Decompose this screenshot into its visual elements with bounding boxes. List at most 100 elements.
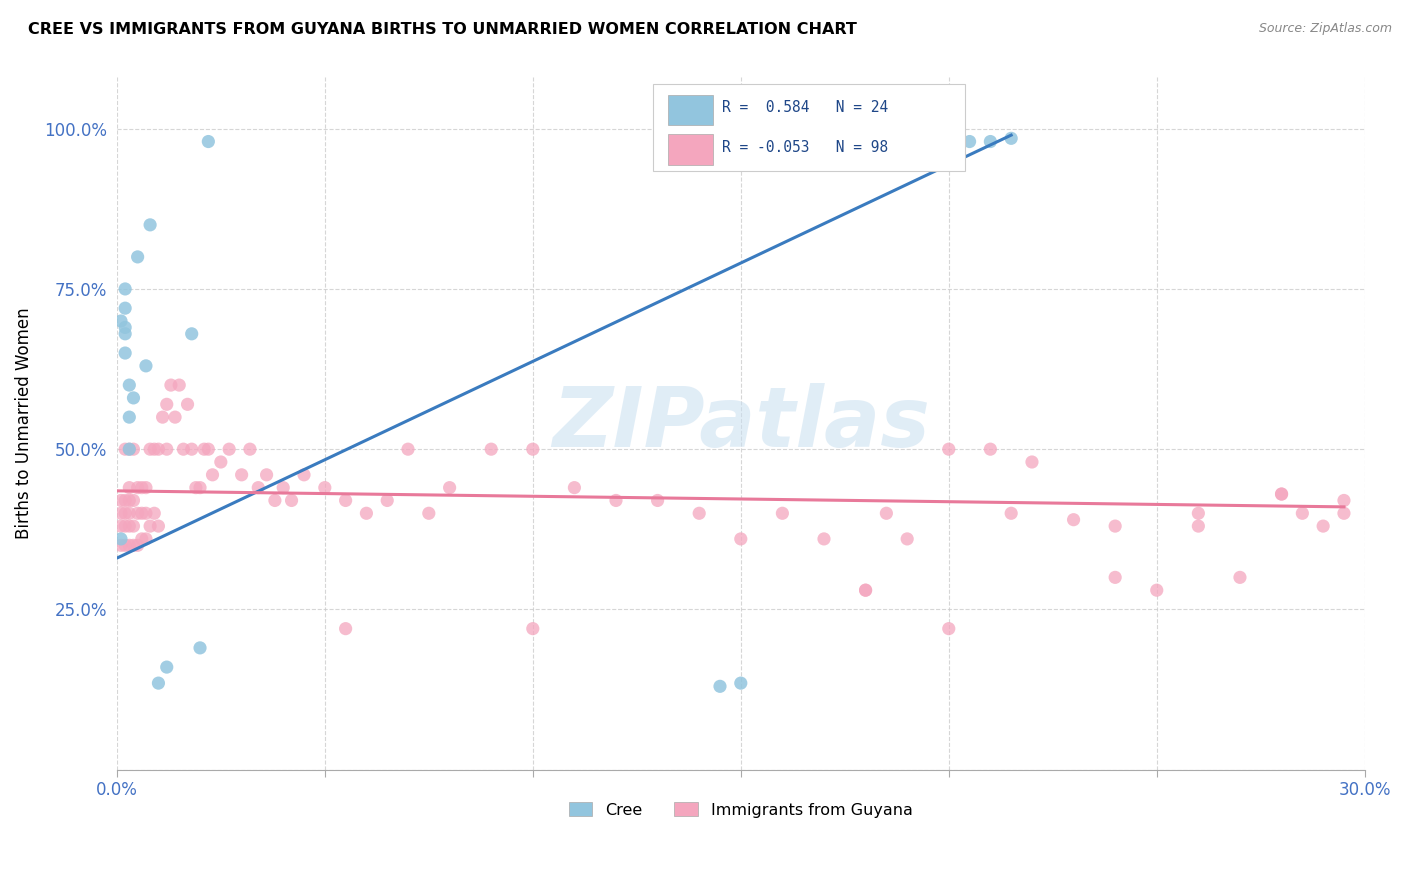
Point (127, 250, 149, 264)
Point (1000, 506, 1022, 520)
Point (118, 538, 141, 552)
Point (1291, 506, 1313, 520)
Point (165, 410, 187, 425)
Legend: Cree, Immigrants from Guyana: Cree, Immigrants from Guyana (562, 796, 920, 824)
Point (160, 378, 183, 392)
Point (197, 442, 219, 457)
Point (114, 282, 136, 296)
Point (688, 506, 710, 520)
Point (156, 442, 179, 457)
Point (114, 346, 136, 360)
Point (522, 622, 544, 636)
Point (1312, 519, 1334, 533)
Point (356, 506, 378, 520)
Point (114, 506, 136, 520)
Point (1000, 131, 1022, 145)
Point (114, 538, 136, 552)
Point (418, 506, 440, 520)
Point (314, 481, 336, 495)
Point (1104, 519, 1126, 533)
Point (148, 519, 170, 533)
Point (979, 135, 1001, 149)
Point (110, 506, 132, 520)
Point (647, 493, 669, 508)
Point (127, 538, 149, 552)
Point (201, 467, 224, 482)
Point (135, 506, 157, 520)
FancyBboxPatch shape (668, 135, 713, 165)
Point (188, 481, 211, 495)
Point (167, 378, 190, 392)
Point (135, 359, 157, 373)
Point (131, 532, 153, 546)
Point (247, 481, 270, 495)
Point (256, 467, 278, 482)
Point (188, 640, 211, 655)
Point (184, 481, 207, 495)
Point (1229, 570, 1251, 584)
Point (730, 532, 752, 546)
Point (131, 506, 153, 520)
Point (875, 506, 897, 520)
Point (396, 442, 419, 457)
Y-axis label: Births to Unmarried Women: Births to Unmarried Women (15, 308, 32, 540)
Point (118, 442, 141, 457)
Point (148, 676, 170, 690)
Point (139, 519, 162, 533)
Point (855, 583, 877, 598)
Point (1270, 487, 1292, 501)
Point (193, 442, 215, 457)
Point (118, 442, 141, 457)
Point (139, 218, 162, 232)
Point (335, 493, 357, 508)
Point (813, 532, 835, 546)
Point (156, 660, 179, 674)
Point (1270, 487, 1292, 501)
Point (979, 442, 1001, 457)
Point (938, 442, 960, 457)
Point (152, 410, 174, 425)
Point (172, 442, 194, 457)
Point (271, 481, 294, 495)
Point (118, 410, 141, 425)
Point (264, 493, 287, 508)
Text: R =  0.584   N = 24: R = 0.584 N = 24 (723, 100, 889, 115)
Point (176, 397, 198, 411)
Point (131, 481, 153, 495)
Point (1146, 583, 1168, 598)
Point (1187, 519, 1209, 533)
Point (110, 314, 132, 328)
Point (280, 493, 302, 508)
Point (110, 493, 132, 508)
Point (114, 326, 136, 341)
FancyBboxPatch shape (654, 85, 966, 171)
Point (122, 538, 145, 552)
Point (114, 519, 136, 533)
Point (122, 519, 145, 533)
Point (139, 442, 162, 457)
Point (959, 135, 981, 149)
Text: R = -0.053   N = 98: R = -0.053 N = 98 (723, 140, 889, 155)
Text: Source: ZipAtlas.com: Source: ZipAtlas.com (1258, 22, 1392, 36)
Point (135, 532, 157, 546)
Point (730, 676, 752, 690)
Point (156, 397, 179, 411)
Text: ZIPatlas: ZIPatlas (551, 383, 929, 464)
Point (114, 301, 136, 315)
Point (118, 378, 141, 392)
Point (114, 320, 136, 334)
Point (1333, 493, 1355, 508)
Point (110, 532, 132, 546)
Point (479, 442, 502, 457)
Point (855, 583, 877, 598)
Point (770, 506, 793, 520)
Point (209, 455, 232, 469)
Point (114, 493, 136, 508)
Point (896, 532, 918, 546)
Point (135, 481, 157, 495)
Point (605, 493, 627, 508)
Point (218, 442, 240, 457)
Point (1021, 455, 1043, 469)
Point (239, 442, 262, 457)
Point (292, 467, 315, 482)
